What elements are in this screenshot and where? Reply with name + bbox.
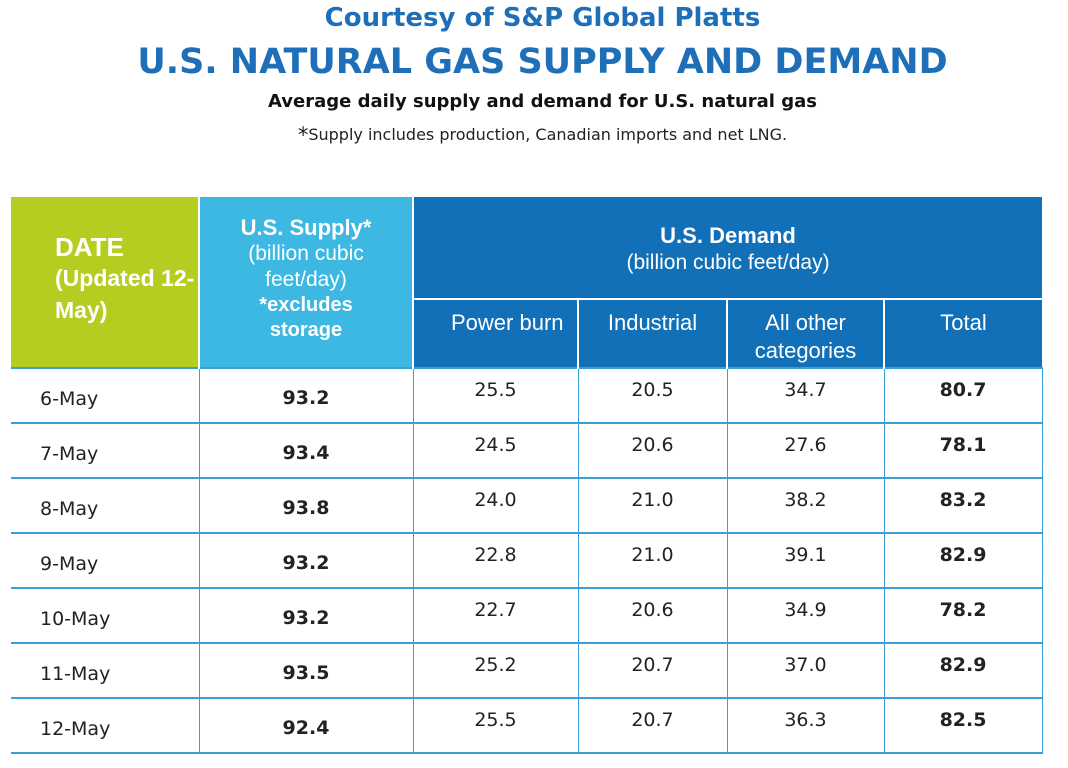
row-power-burn: 25.5 <box>412 698 579 754</box>
supply-header-label: U.S. Supply* <box>240 215 372 240</box>
row-industrial: 21.0 <box>578 533 728 589</box>
row-industrial: 20.7 <box>578 698 728 754</box>
row-industrial: 20.5 <box>578 367 728 424</box>
row-supply: 93.2 <box>198 533 414 589</box>
row-total: 82.9 <box>884 643 1043 699</box>
row-supply: 93.5 <box>198 643 414 699</box>
page-title: U.S. NATURAL GAS SUPPLY AND DEMAND <box>137 42 948 82</box>
courtesy-line: Courtesy of S&P Global Platts <box>324 3 761 33</box>
row-power-burn: 25.5 <box>412 367 579 424</box>
date-column-header: DATE (Updated 12-May) <box>11 197 200 368</box>
supply-header-units: (billion cubic feet/day) <box>248 242 364 291</box>
row-power-burn: 22.8 <box>412 533 579 589</box>
table-row: 7-May 93.4 24.5 20.6 27.6 78.1 <box>11 423 1043 479</box>
demand-header-label: U.S. Demand <box>660 223 796 248</box>
row-date: 6-May <box>11 367 199 424</box>
row-total: 80.7 <box>884 367 1043 424</box>
row-supply: 93.4 <box>198 423 414 479</box>
table-row: 10-May 93.2 22.7 20.6 34.9 78.2 <box>11 588 1043 644</box>
row-other: 37.0 <box>727 643 885 699</box>
date-header-label: DATE <box>55 232 124 262</box>
other-categories-header: All other categories <box>727 299 885 368</box>
row-supply: 93.8 <box>198 478 414 534</box>
table-row: 6-May 93.2 25.5 20.5 34.7 80.7 <box>11 367 1043 424</box>
footnote: *Supply includes production, Canadian im… <box>0 122 1068 148</box>
supply-header-note: *excludes storage <box>259 294 353 341</box>
subtitle: Average daily supply and demand for U.S.… <box>268 91 817 112</box>
row-other: 34.9 <box>727 588 885 644</box>
row-industrial: 20.7 <box>578 643 728 699</box>
row-date: 9-May <box>11 533 199 589</box>
date-header-updated: (Updated 12-May) <box>55 265 195 323</box>
industrial-header: Industrial <box>578 299 728 368</box>
row-total: 78.2 <box>884 588 1043 644</box>
demand-header-units: (billion cubic feet/day) <box>626 251 830 274</box>
total-header: Total <box>884 299 1043 368</box>
row-power-burn: 25.2 <box>412 643 579 699</box>
row-date: 10-May <box>11 588 199 644</box>
row-industrial: 20.6 <box>578 588 728 644</box>
demand-group-header: U.S. Demand (billion cubic feet/day) <box>413 197 1043 300</box>
row-total: 83.2 <box>884 478 1043 534</box>
row-date: 7-May <box>11 423 199 479</box>
row-date: 8-May <box>11 478 199 534</box>
table-row: 8-May 93.8 24.0 21.0 38.2 83.2 <box>11 478 1043 534</box>
row-other: 27.6 <box>727 423 885 479</box>
row-date: 12-May <box>11 698 199 754</box>
supply-column-header: U.S. Supply* (billion cubic feet/day) *e… <box>199 197 414 368</box>
table-row: 12-May 92.4 25.5 20.7 36.3 82.5 <box>11 698 1043 754</box>
row-other: 34.7 <box>727 367 885 424</box>
row-supply: 93.2 <box>198 588 414 644</box>
row-supply: 92.4 <box>198 698 414 754</box>
row-total: 78.1 <box>884 423 1043 479</box>
row-industrial: 21.0 <box>578 478 728 534</box>
footnote-text: Supply includes production, Canadian imp… <box>308 125 788 144</box>
table-row: 11-May 93.5 25.2 20.7 37.0 82.9 <box>11 643 1043 699</box>
row-power-burn: 22.7 <box>412 588 579 644</box>
supply-demand-table: DATE (Updated 12-May) U.S. Supply* (bill… <box>11 197 1043 754</box>
power-burn-header: Power burn <box>413 299 579 368</box>
row-power-burn: 24.5 <box>412 423 579 479</box>
row-total: 82.5 <box>884 698 1043 754</box>
row-other: 36.3 <box>727 698 885 754</box>
row-supply: 93.2 <box>198 367 414 424</box>
table-row: 9-May 93.2 22.8 21.0 39.1 82.9 <box>11 533 1043 589</box>
footnote-asterisk: * <box>297 123 309 147</box>
row-total: 82.9 <box>884 533 1043 589</box>
row-other: 38.2 <box>727 478 885 534</box>
row-industrial: 20.6 <box>578 423 728 479</box>
row-power-burn: 24.0 <box>412 478 579 534</box>
row-date: 11-May <box>11 643 199 699</box>
row-other: 39.1 <box>727 533 885 589</box>
